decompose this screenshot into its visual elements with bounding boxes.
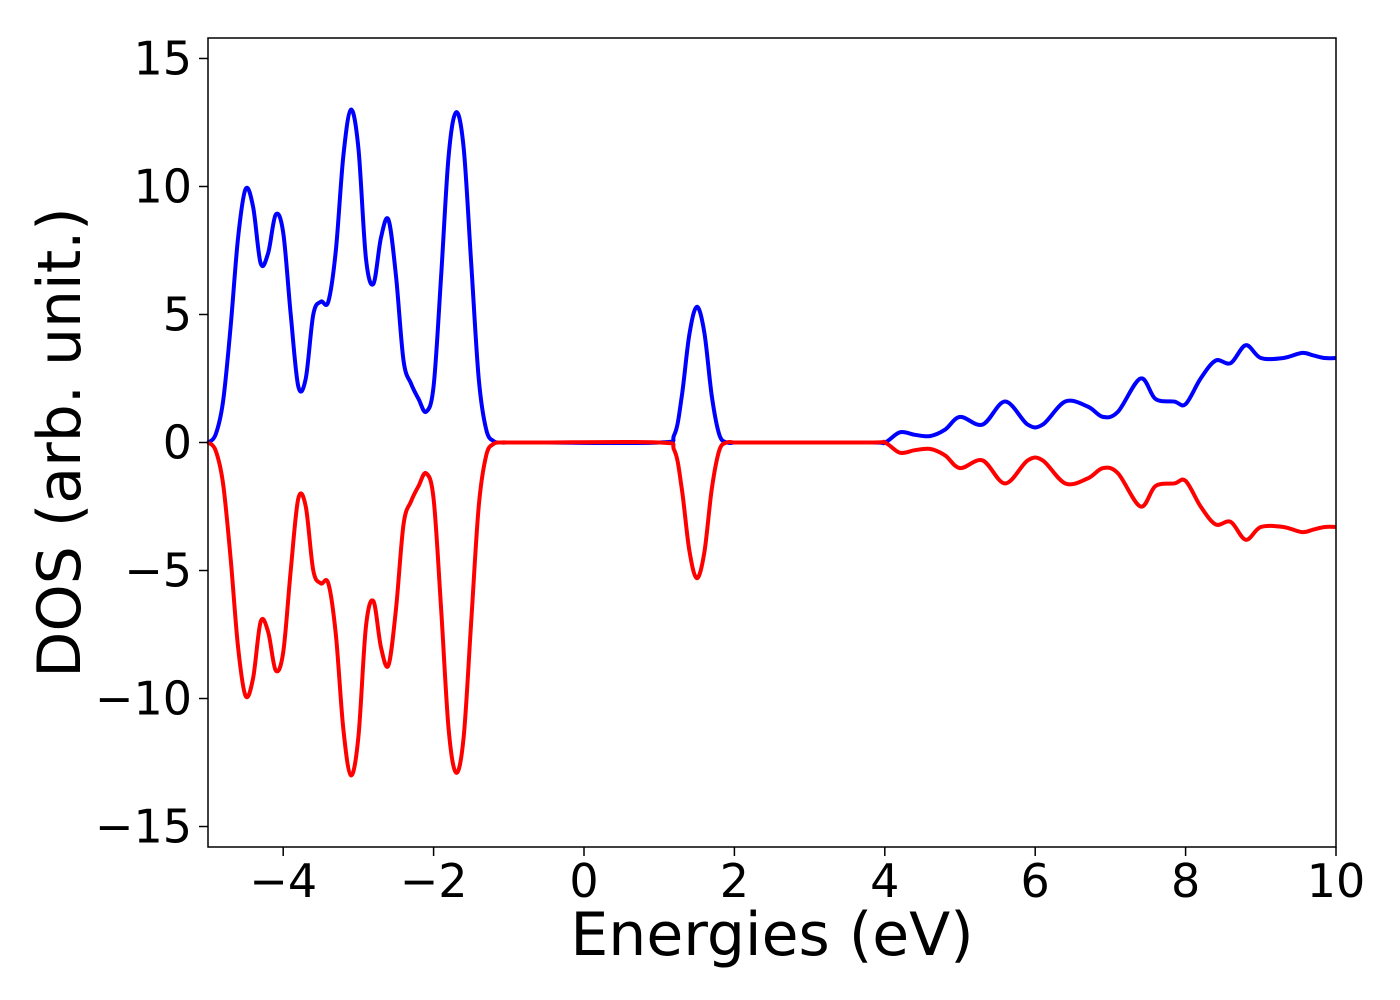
x-tick-label: 6 — [1021, 854, 1050, 908]
y-axis-title: DOS (arb. unit.) — [25, 207, 95, 677]
y-tick-label: 5 — [163, 287, 192, 341]
series-layer — [206, 107, 1337, 778]
series-line-2 — [206, 439, 1337, 778]
y-tick-label: 15 — [133, 31, 192, 85]
x-tick-label: 4 — [870, 854, 899, 908]
x-tick-label: 2 — [720, 854, 749, 908]
x-tick-label: −4 — [249, 854, 317, 908]
y-axis: −15 −10 −5 0 5 10 15 — [95, 31, 208, 854]
x-tick-label: 0 — [569, 854, 598, 908]
x-axis-title: Energies (eV) — [570, 900, 973, 970]
y-tick-label: −5 — [124, 544, 192, 598]
y-tick-label: −10 — [95, 672, 192, 726]
y-tick-label: 0 — [163, 416, 192, 470]
x-tick-label: 10 — [1307, 854, 1366, 908]
x-axis: −4 −2 0 2 4 6 8 10 — [249, 847, 1365, 908]
x-tick-label: 8 — [1171, 854, 1200, 908]
series-line-1 — [206, 107, 1337, 446]
y-tick-label: 10 — [133, 159, 192, 213]
x-tick-label: −2 — [400, 854, 468, 908]
y-tick-label: −15 — [95, 800, 192, 854]
